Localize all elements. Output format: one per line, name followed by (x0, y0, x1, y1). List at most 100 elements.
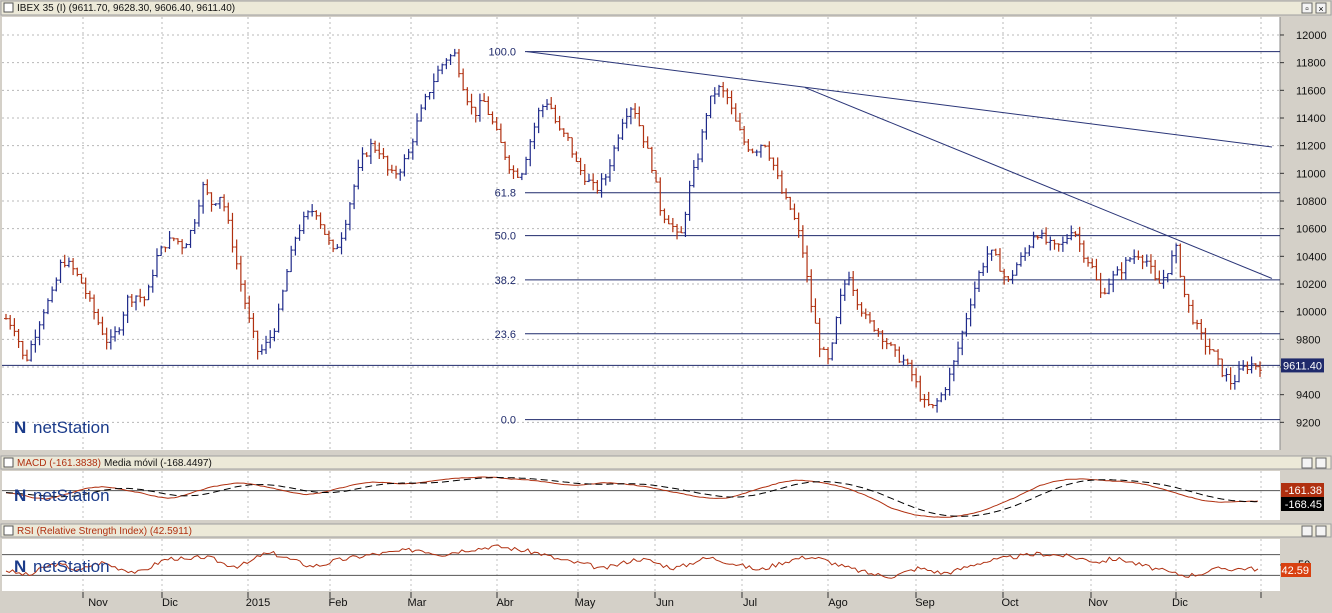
ohlc-bar (817, 317, 822, 358)
ohlc-bar (473, 106, 478, 123)
ohlc-bar (767, 141, 772, 161)
ohlc-bar (532, 122, 537, 150)
ohlc-bar (696, 153, 701, 170)
ohlc-bar (251, 313, 256, 339)
ohlc-bar (310, 204, 315, 217)
ma-value-text: -168.45 (1285, 499, 1322, 511)
panel-menu-icon[interactable] (3, 2, 14, 13)
x-tick-label: 2015 (246, 597, 270, 609)
ohlc-bar (1031, 231, 1036, 249)
ohlc-bar (247, 295, 252, 323)
ohlc-bar (343, 219, 348, 241)
macd-minimize-button[interactable] (1301, 457, 1313, 469)
ohlc-bar (1232, 374, 1237, 390)
ohlc-bar (146, 284, 151, 301)
close-button[interactable] (1315, 2, 1327, 14)
macd-logo-n-icon: N (14, 486, 26, 505)
x-tick-label: Nov (88, 597, 108, 609)
ohlc-bar (427, 91, 432, 100)
y-tick-label: 9400 (1296, 390, 1320, 402)
ohlc-bar (536, 107, 541, 134)
trendline[interactable] (804, 87, 1273, 279)
fib-level-label: 38.2 (495, 275, 516, 287)
ohlc-bar (352, 184, 357, 210)
rsi-line (5, 544, 1259, 579)
ohlc-bar (737, 112, 742, 131)
ohlc-bar (842, 279, 847, 301)
ohlc-bar (268, 330, 273, 349)
ohlc-bar (972, 281, 977, 309)
ohlc-bar (943, 387, 948, 401)
ohlc-bar (524, 156, 529, 175)
main-window-buttons: ▫ × (1301, 2, 1327, 15)
ohlc-bar (716, 84, 721, 97)
ohlc-bar (1245, 361, 1250, 375)
trendline[interactable] (526, 51, 1273, 148)
ohlc-bar (1182, 275, 1187, 298)
ohlc-bar (138, 288, 143, 303)
ohlc-bar (394, 165, 399, 179)
ohlc-bar (368, 138, 373, 165)
minimize-icon: ▫ (1305, 4, 1309, 15)
ohlc-bar (175, 238, 180, 245)
ohlc-bar (574, 151, 579, 163)
rsi-plot-area[interactable] (2, 539, 1280, 591)
ohlc-bar (314, 210, 319, 220)
rsi-logo-text: netStation (33, 557, 110, 576)
fib-level-label: 61.8 (495, 188, 516, 200)
ohlc-bar (104, 327, 109, 350)
ohlc-bar (234, 239, 239, 270)
x-tick-label: Dic (1172, 597, 1188, 609)
rsi-menu-icon[interactable] (3, 525, 14, 536)
ohlc-bar (415, 113, 420, 146)
ohlc-bar (318, 212, 323, 229)
ohlc-bar (20, 340, 25, 360)
ohlc-bar (528, 139, 533, 167)
macd-menu-icon[interactable] (3, 457, 14, 468)
ohlc-bar (339, 232, 344, 255)
main-plot-area[interactable] (2, 17, 1280, 450)
ohlc-bar (356, 159, 361, 190)
minimize-button[interactable] (1301, 2, 1313, 14)
ohlc-bar (1119, 262, 1124, 281)
ohlc-bar (50, 286, 55, 303)
y-tick-label: 9200 (1296, 417, 1320, 429)
ohlc-bar (918, 375, 923, 402)
ohlc-bar (331, 239, 336, 253)
ohlc-bar (733, 103, 738, 122)
x-tick-label: Oct (1001, 597, 1018, 609)
x-tick-label: Mar (408, 597, 427, 609)
ohlc-bar (205, 179, 210, 196)
ohlc-bar (96, 308, 101, 326)
ohlc-bar (788, 196, 793, 211)
x-tick-label: Jun (656, 597, 674, 609)
y-tick-label: 11600 (1296, 85, 1326, 97)
macd-close-button[interactable] (1315, 457, 1327, 469)
ohlc-bar (121, 311, 126, 336)
ohlc-bar (1237, 361, 1242, 383)
ohlc-bar (54, 277, 59, 292)
ohlc-bar (213, 203, 218, 206)
x-tick-label: Ago (828, 597, 848, 609)
ohlc-bar (515, 168, 520, 179)
ohlc-bar (435, 65, 440, 83)
ohlc-bar (834, 316, 839, 345)
macd-logo-text: netStation (33, 486, 110, 505)
ohlc-bar (557, 115, 562, 131)
ohlc-bar (196, 199, 201, 227)
ohlc-bar (1052, 239, 1057, 250)
ohlc-bar (805, 245, 810, 283)
rsi-minimize-button[interactable] (1301, 525, 1313, 537)
ohlc-bar (859, 302, 864, 317)
y-tick-label: 11800 (1296, 58, 1326, 70)
ohlc-bar (92, 294, 97, 320)
ohlc-bar (914, 368, 919, 388)
ohlc-bar (909, 359, 914, 382)
ohlc-bar (129, 294, 134, 308)
rsi-close-button[interactable] (1315, 525, 1327, 537)
ohlc-bar (171, 237, 176, 242)
x-tick-label: Sep (915, 597, 935, 609)
ohlc-bar (997, 248, 1002, 272)
ohlc-bar (322, 224, 327, 235)
y-tick-label: 11000 (1296, 168, 1326, 180)
